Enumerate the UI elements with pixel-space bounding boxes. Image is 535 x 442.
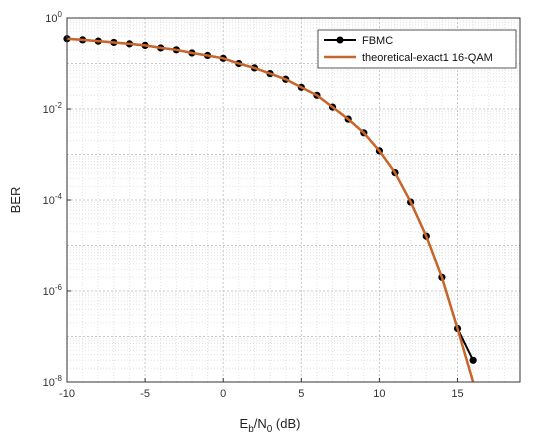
grid [66,18,521,383]
x-axis-label-mid: /N [254,416,267,431]
legend-label-fbmc: FBMC [362,35,393,47]
y-tick-label: 10-4 [43,192,63,207]
x-tick-label: 5 [298,388,304,400]
x-tick-label: -10 [59,388,75,400]
x-axis-label-sub2: 0 [267,424,273,435]
ticks: -10 -5 0 5 10 15 100 10-2 10-4 10-6 10-8 [43,10,464,400]
legend-box [317,29,517,69]
y-axis-label: BER [8,187,23,214]
y-tick-label: 10-2 [43,101,63,116]
legend-label-theoretical: theoretical-exact1 16-QAM [362,52,493,64]
y-tick-label: 10-8 [43,374,63,389]
x-axis-label-base: E [240,416,249,431]
y-tick-label: 100 [45,10,62,25]
legend-marker-fbmc [336,36,344,44]
x-tick-label: -5 [140,388,150,400]
series-layer [63,35,477,383]
x-tick-label: 15 [451,388,463,400]
legend: FBMC theoretical-exact1 16-QAM [317,29,517,69]
x-axis-label: Eb/N0 (dB) [240,416,301,435]
y-tick-label: 10-6 [43,283,63,298]
series-line-theoretical [66,37,475,383]
fbmc-point [469,356,477,364]
x-tick-label: 0 [220,388,226,400]
x-axis-label-unit: (dB) [272,416,300,431]
x-axis-label-sub1: b [248,424,254,435]
x-tick-label: 10 [373,388,385,400]
